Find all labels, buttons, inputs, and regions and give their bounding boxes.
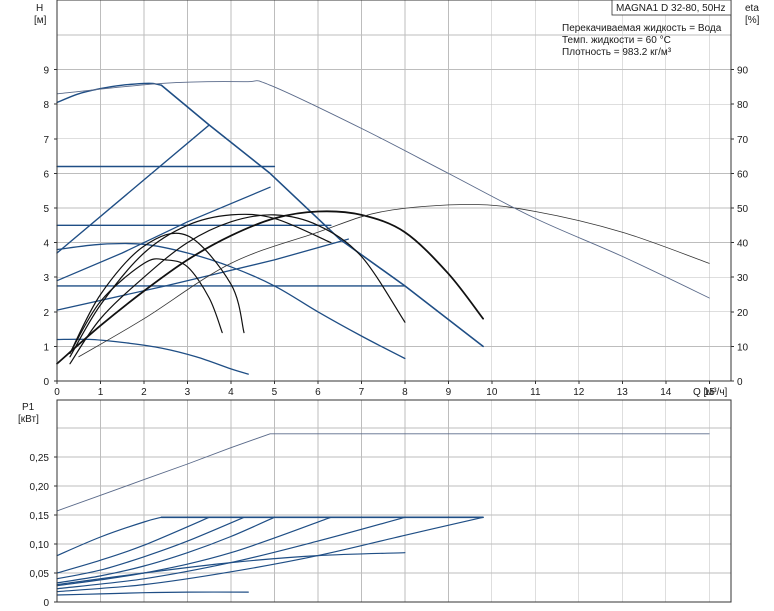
y-tick-label-eta: 50 bbox=[737, 204, 749, 215]
series-power-curve bbox=[56, 516, 210, 574]
series-speed-curve bbox=[56, 242, 406, 360]
series-power-curve bbox=[56, 516, 484, 593]
y-tick-label-eta: 20 bbox=[737, 308, 749, 319]
y-axis-unit-h: [м] bbox=[34, 15, 47, 26]
x-tick-label: 7 bbox=[359, 387, 365, 398]
y-tick-label-eta: 70 bbox=[737, 135, 749, 146]
y-axis-unit-eta: [%] bbox=[745, 15, 760, 26]
x-tick-label: 8 bbox=[402, 387, 408, 398]
series-speed-curve bbox=[56, 338, 249, 375]
series-pressure-limit-line bbox=[160, 84, 484, 348]
y-tick-label-eta: 90 bbox=[737, 66, 749, 77]
x-tick-label: 9 bbox=[446, 387, 452, 398]
y-tick-label-h: 7 bbox=[43, 135, 49, 146]
info-density: Плотность = 983.2 кг/м³ bbox=[562, 47, 672, 58]
y-tick-label-h: 6 bbox=[43, 169, 49, 180]
x-tick-label: 10 bbox=[486, 387, 498, 398]
x-tick-label: 14 bbox=[660, 387, 672, 398]
x-tick-label: 15 bbox=[704, 387, 716, 398]
x-tick-label: 2 bbox=[141, 387, 147, 398]
info-fluid: Перекачиваемая жидкость = Вода bbox=[562, 23, 722, 34]
y-tick-label-p1: 0,10 bbox=[30, 540, 50, 551]
x-tick-label: 4 bbox=[228, 387, 234, 398]
x-tick-label: 5 bbox=[272, 387, 278, 398]
series-power-curve bbox=[56, 516, 275, 584]
series-proportional-pressure-line bbox=[56, 186, 271, 282]
series-proportional-pressure-line bbox=[56, 238, 349, 311]
info-temperature: Темп. жидкости = 60 °C bbox=[562, 35, 671, 46]
y-axis-label-p1: P1 bbox=[22, 402, 35, 413]
y-tick-label-h: 3 bbox=[43, 273, 49, 284]
series-power-curve bbox=[56, 516, 162, 557]
x-tick-label: 11 bbox=[530, 387, 541, 398]
y-tick-label-h: 4 bbox=[43, 239, 49, 250]
top-plot-frame bbox=[56, 0, 732, 382]
y-tick-label-eta: 80 bbox=[737, 100, 749, 111]
series-efficiency-curve bbox=[69, 258, 223, 354]
y-tick-label-h: 0 bbox=[43, 377, 49, 388]
y-tick-label-p1: 0 bbox=[43, 598, 49, 609]
y-tick-label-p1: 0,05 bbox=[30, 569, 50, 580]
series-efficiency-curve bbox=[69, 232, 245, 354]
series-power-curve bbox=[56, 552, 406, 586]
series-power-curve bbox=[56, 516, 245, 580]
series-efficiency-curve bbox=[69, 213, 332, 358]
y-tick-label-eta: 40 bbox=[737, 239, 749, 250]
y-axis-label-eta: eta bbox=[745, 3, 759, 14]
y-tick-label-h: 9 bbox=[43, 66, 49, 77]
x-axis-label-q: Q [м³/ч] bbox=[693, 387, 728, 398]
y-tick-label-h: 5 bbox=[43, 204, 49, 215]
bottom-plot-frame bbox=[56, 399, 732, 603]
y-tick-label-h: 2 bbox=[43, 308, 49, 319]
x-tick-label: 12 bbox=[573, 387, 585, 398]
x-tick-label: 0 bbox=[54, 387, 60, 398]
y-tick-label-eta: 0 bbox=[737, 377, 743, 388]
title-box bbox=[611, 0, 732, 16]
y-tick-label-eta: 30 bbox=[737, 273, 749, 284]
x-tick-label: 3 bbox=[185, 387, 191, 398]
chart-title: MAGNA1 D 32-80, 50Hz bbox=[616, 3, 726, 14]
x-tick-label: 13 bbox=[617, 387, 629, 398]
y-tick-label-p1: 0,15 bbox=[30, 511, 50, 522]
series-power-curve bbox=[56, 516, 332, 587]
y-tick-label-eta: 60 bbox=[737, 169, 749, 180]
series-power-max-curve bbox=[56, 433, 710, 512]
y-axis-unit-p1: [кВт] bbox=[18, 414, 39, 425]
y-axis-label-h: H bbox=[36, 3, 43, 14]
y-tick-label-eta: 10 bbox=[737, 342, 749, 353]
series-efficiency-extended-curve bbox=[78, 204, 710, 358]
series-efficiency-curve bbox=[69, 214, 406, 365]
x-tick-label: 1 bbox=[98, 387, 104, 398]
series-proportional-pressure-line bbox=[56, 124, 210, 254]
series-max-head-thin-curve bbox=[56, 80, 710, 299]
series-power-curve bbox=[56, 591, 249, 596]
series-efficiency-max-curve bbox=[56, 210, 484, 365]
y-tick-label-h: 1 bbox=[43, 342, 49, 353]
y-tick-label-p1: 0,25 bbox=[30, 453, 50, 464]
x-tick-label: 6 bbox=[315, 387, 321, 398]
series-max-head-curve bbox=[56, 82, 163, 104]
y-tick-label-p1: 0,20 bbox=[30, 482, 50, 493]
y-tick-label-h: 8 bbox=[43, 100, 49, 111]
